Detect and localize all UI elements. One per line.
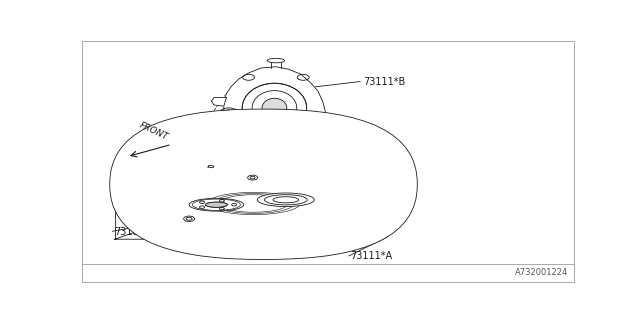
Ellipse shape: [257, 193, 314, 207]
Text: 73181A: 73181A: [114, 227, 151, 237]
Ellipse shape: [268, 58, 285, 63]
Polygon shape: [350, 142, 395, 239]
Ellipse shape: [204, 192, 303, 215]
Text: 73487*A: 73487*A: [211, 242, 253, 252]
Circle shape: [248, 175, 257, 180]
Polygon shape: [208, 165, 214, 168]
Text: A732001224: A732001224: [515, 268, 568, 277]
Polygon shape: [211, 98, 227, 106]
Polygon shape: [115, 224, 395, 239]
Text: 73111*A: 73111*A: [350, 252, 392, 261]
Text: 73193: 73193: [355, 186, 386, 196]
Ellipse shape: [189, 198, 244, 211]
Polygon shape: [323, 115, 338, 126]
Circle shape: [184, 216, 195, 221]
Text: 73487*B: 73487*B: [293, 194, 335, 204]
Ellipse shape: [242, 83, 307, 132]
Polygon shape: [298, 142, 323, 150]
Ellipse shape: [262, 98, 287, 117]
Ellipse shape: [204, 200, 303, 224]
Text: 73111*B: 73111*B: [363, 76, 405, 86]
Text: 73182: 73182: [363, 149, 394, 159]
Text: 22195B: 22195B: [363, 169, 401, 179]
Text: 73121: 73121: [189, 184, 220, 194]
Polygon shape: [224, 67, 326, 147]
Ellipse shape: [205, 202, 227, 207]
Ellipse shape: [205, 202, 227, 207]
FancyBboxPatch shape: [110, 109, 417, 260]
Text: FRONT: FRONT: [138, 120, 169, 141]
